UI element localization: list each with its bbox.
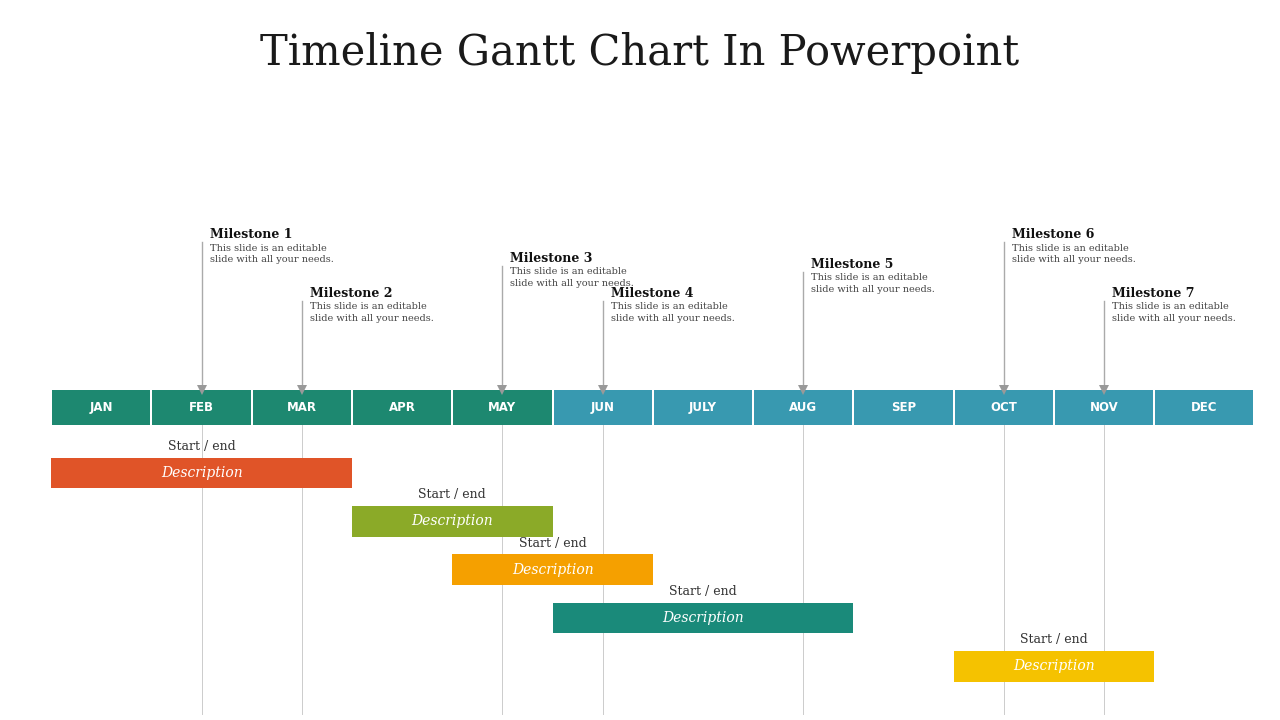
Text: Description: Description [1012, 660, 1094, 673]
Text: Milestone 4: Milestone 4 [611, 287, 694, 300]
Text: Start / end: Start / end [168, 440, 236, 453]
Text: This slide is an editable
slide with all your needs.: This slide is an editable slide with all… [210, 243, 334, 264]
Text: Description: Description [411, 514, 493, 528]
Text: MAY: MAY [489, 401, 516, 414]
Text: MAR: MAR [287, 401, 317, 414]
Bar [352, 506, 553, 536]
Bar [452, 554, 653, 585]
Text: Milestone 7: Milestone 7 [1112, 287, 1194, 300]
Text: Start / end: Start / end [518, 536, 586, 549]
Bar [553, 390, 652, 425]
Text: APR: APR [389, 401, 416, 414]
Text: Start / end: Start / end [1020, 634, 1088, 647]
Text: Timeline Gantt Chart In Powerpoint: Timeline Gantt Chart In Powerpoint [260, 32, 1020, 74]
Text: OCT: OCT [991, 401, 1018, 414]
Text: AUG: AUG [790, 401, 817, 414]
Text: This slide is an editable
slide with all your needs.: This slide is an editable slide with all… [310, 302, 434, 323]
Text: JUN: JUN [590, 401, 614, 414]
Bar [52, 390, 151, 425]
Text: JAN: JAN [90, 401, 113, 414]
Bar [453, 390, 552, 425]
Bar [1055, 390, 1153, 425]
Text: Description: Description [512, 562, 594, 577]
Text: This slide is an editable
slide with all your needs.: This slide is an editable slide with all… [812, 273, 936, 294]
Bar [51, 458, 352, 488]
Text: NOV: NOV [1089, 401, 1119, 414]
Text: Description: Description [161, 466, 242, 480]
Bar [353, 390, 452, 425]
Text: JULY: JULY [689, 401, 717, 414]
Text: Start / end: Start / end [419, 488, 486, 501]
Bar [954, 651, 1155, 682]
Text: SEP: SEP [891, 401, 916, 414]
Text: This slide is an editable
slide with all your needs.: This slide is an editable slide with all… [511, 267, 635, 288]
Text: DEC: DEC [1190, 401, 1217, 414]
Bar [252, 390, 351, 425]
Text: Milestone 6: Milestone 6 [1011, 228, 1094, 241]
Bar [654, 390, 753, 425]
Bar [1155, 390, 1253, 425]
Text: Description: Description [662, 611, 744, 625]
Bar [754, 390, 852, 425]
Text: This slide is an editable
slide with all your needs.: This slide is an editable slide with all… [1011, 243, 1135, 264]
Text: Milestone 2: Milestone 2 [310, 287, 393, 300]
Bar [152, 390, 251, 425]
Text: Milestone 5: Milestone 5 [812, 258, 893, 271]
Text: This slide is an editable
slide with all your needs.: This slide is an editable slide with all… [611, 302, 735, 323]
Text: FEB: FEB [189, 401, 214, 414]
Bar [955, 390, 1053, 425]
Text: Milestone 3: Milestone 3 [511, 252, 593, 265]
Text: This slide is an editable
slide with all your needs.: This slide is an editable slide with all… [1112, 302, 1236, 323]
Text: Start / end: Start / end [669, 585, 737, 598]
Bar [854, 390, 952, 425]
Bar [553, 603, 854, 634]
Text: Milestone 1: Milestone 1 [210, 228, 292, 241]
